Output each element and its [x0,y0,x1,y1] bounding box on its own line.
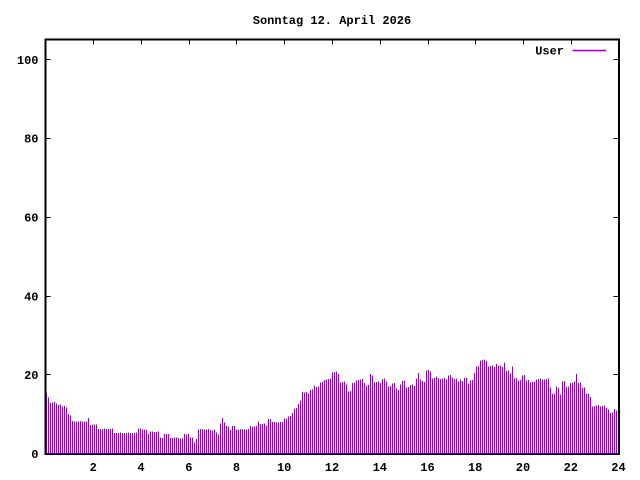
svg-text:2: 2 [90,461,97,475]
svg-text:22: 22 [564,461,578,475]
svg-text:18: 18 [468,461,482,475]
svg-text:60: 60 [24,212,38,226]
svg-text:12: 12 [325,461,339,475]
svg-text:14: 14 [373,461,387,475]
svg-text:24: 24 [611,461,625,475]
svg-text:10: 10 [277,461,291,475]
svg-text:6: 6 [185,461,192,475]
svg-text:Sonntag 12. April 2026: Sonntag 12. April 2026 [253,14,411,28]
svg-text:80: 80 [24,133,38,147]
svg-text:0: 0 [31,448,38,462]
svg-text:4: 4 [137,461,144,475]
svg-text:8: 8 [233,461,240,475]
svg-text:16: 16 [420,461,434,475]
svg-text:20: 20 [516,461,530,475]
svg-text:20: 20 [24,369,38,383]
svg-text:User: User [535,45,564,59]
svg-text:40: 40 [24,290,38,304]
svg-text:100: 100 [17,54,39,68]
